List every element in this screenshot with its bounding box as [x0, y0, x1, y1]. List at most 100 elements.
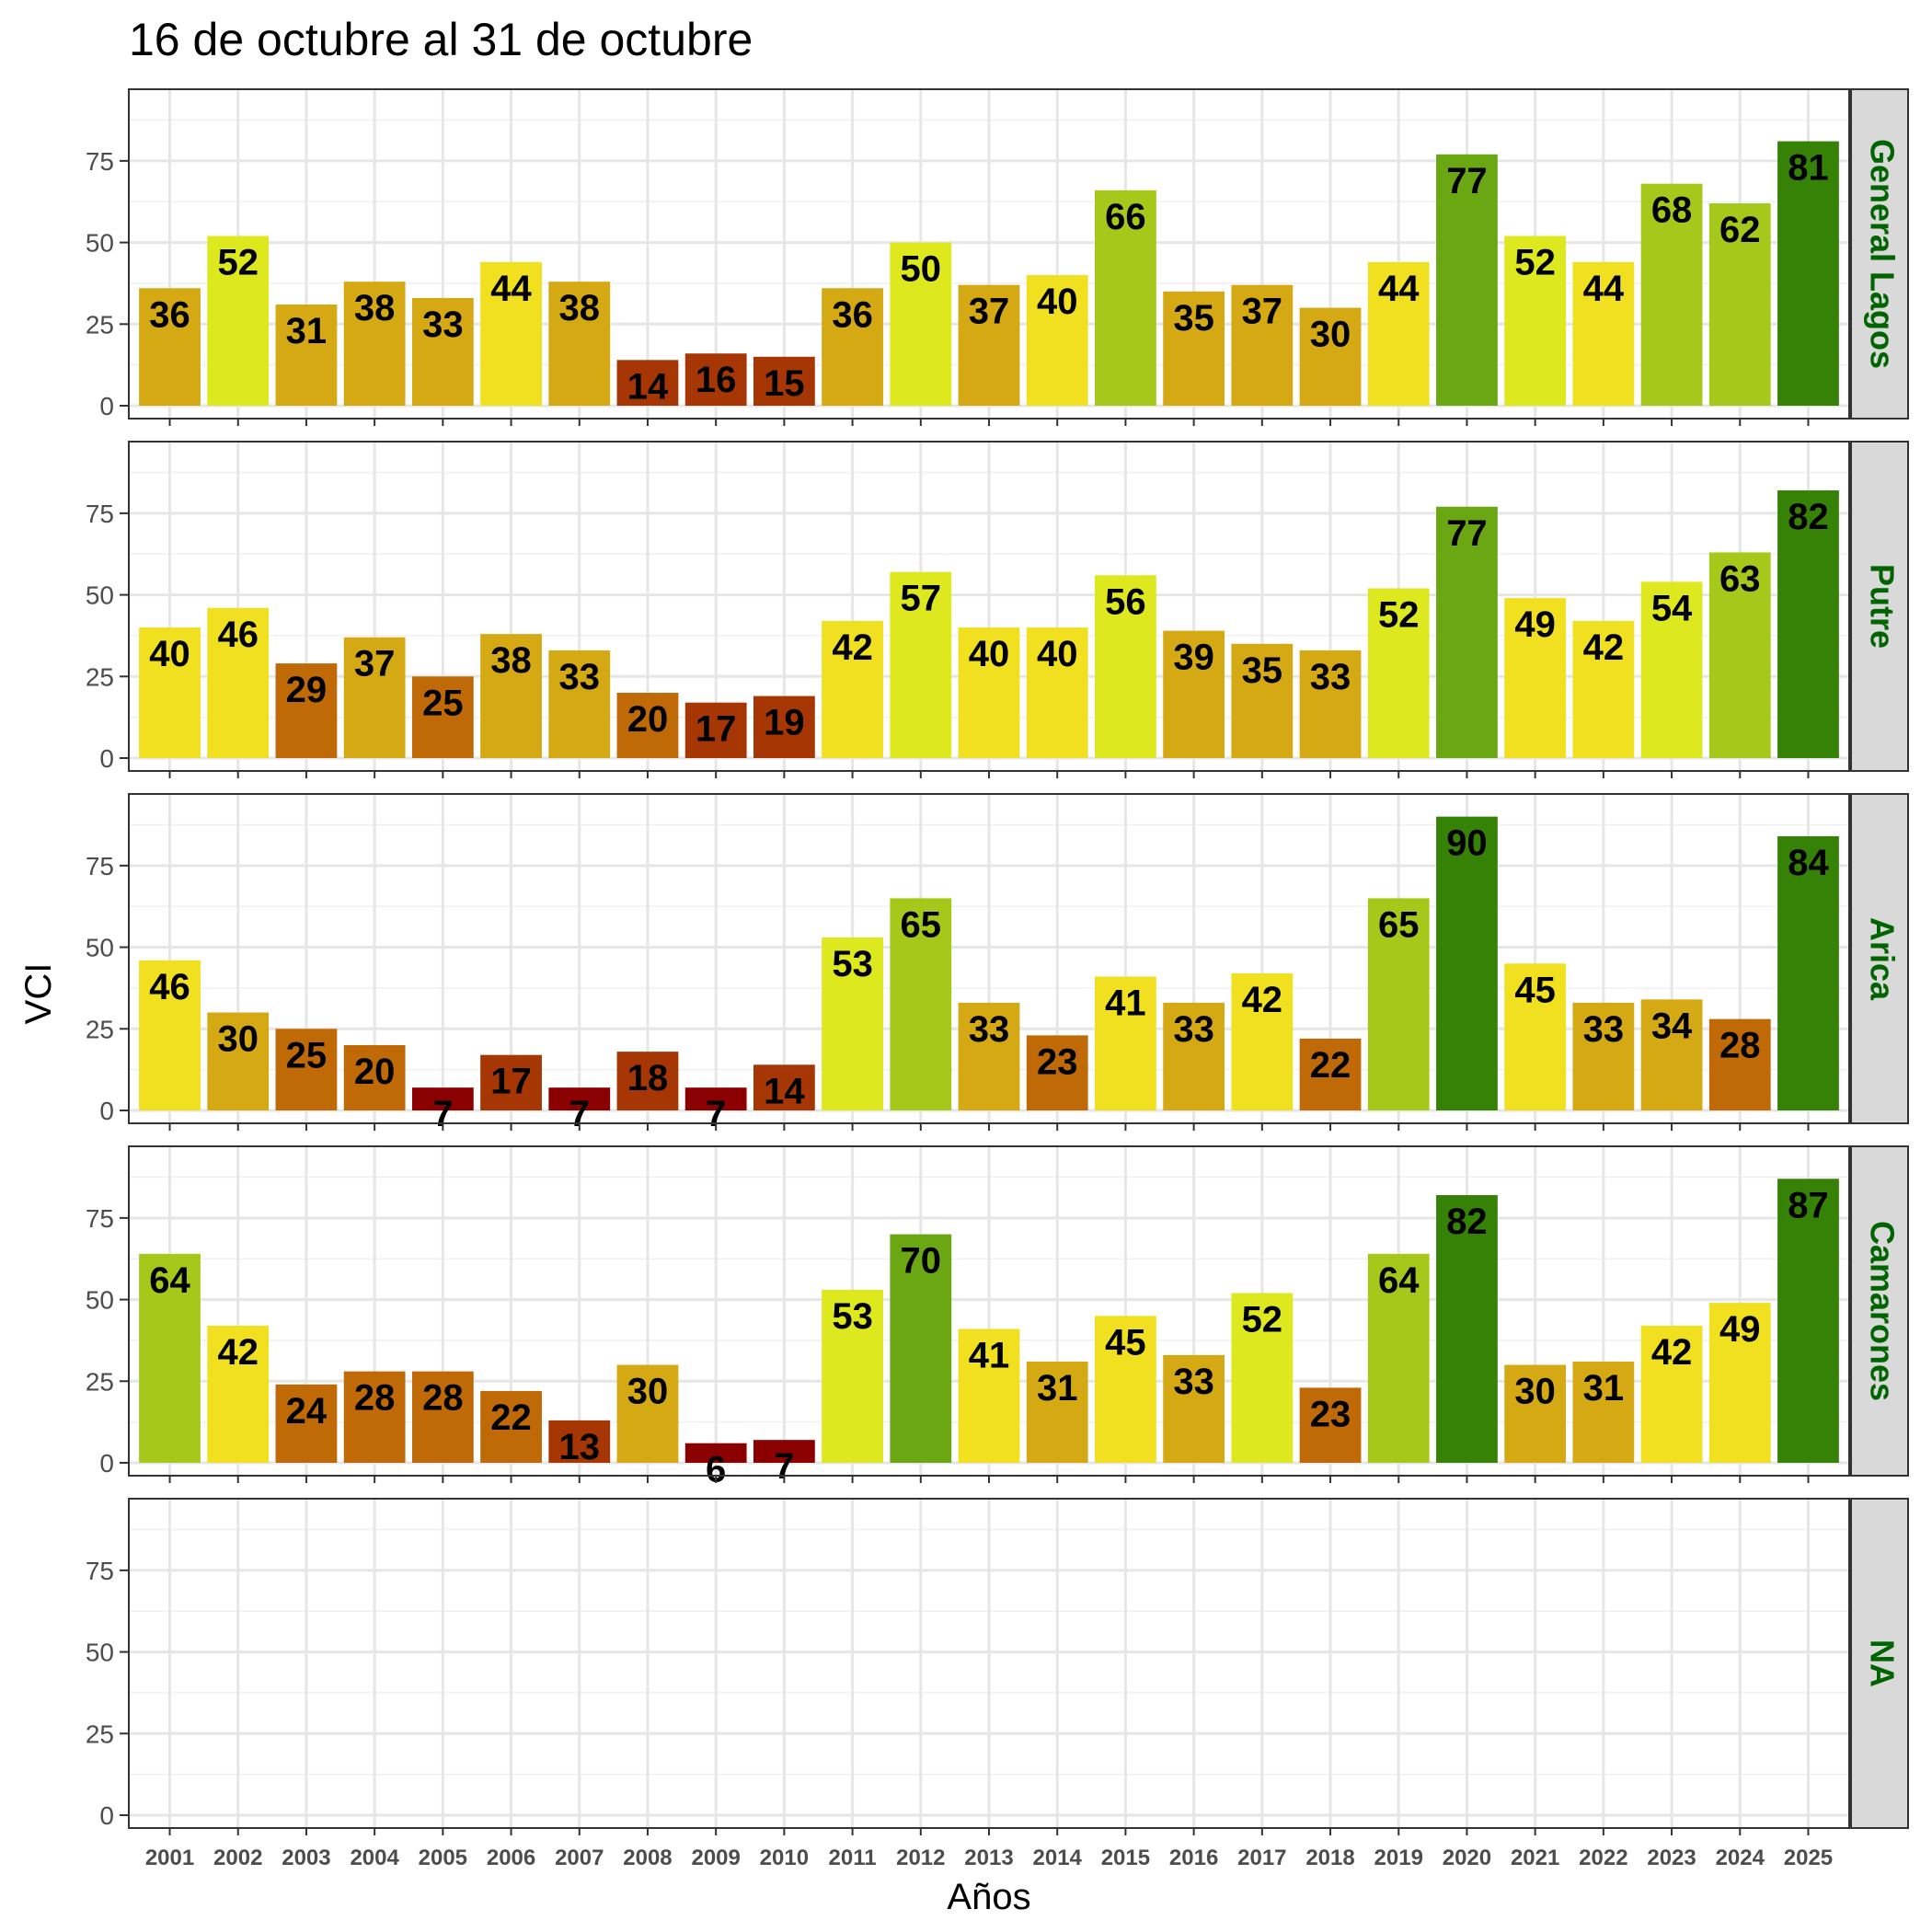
data-label-2019: 44 [1378, 269, 1420, 309]
facet-strip-label: Arica [1863, 917, 1901, 1001]
data-label-2004: 38 [354, 288, 396, 328]
y-tick-label: 75 [86, 147, 114, 176]
panel-camarones: 0 25 50 75 64 42 24 28 28 22 13 30 6 7 53 70 41 31 45 33 52 2… [86, 1145, 1909, 1490]
data-label-2010: 7 [774, 1446, 794, 1487]
y-tick-label: 50 [86, 229, 114, 258]
bar-2013 [958, 627, 1020, 758]
facet-strip [1850, 1145, 1909, 1477]
data-label-2006: 44 [490, 269, 532, 309]
data-label-2018: 33 [1310, 657, 1351, 697]
data-label-2015: 66 [1105, 197, 1146, 237]
data-label-2015: 56 [1105, 581, 1146, 622]
data-label-2020: 77 [1446, 161, 1488, 201]
facet-strip-label: Putre [1863, 564, 1901, 649]
x-tick-label-2005: 2005 [419, 1846, 467, 1870]
bar-2022 [1572, 261, 1635, 406]
data-label-2008: 20 [627, 699, 669, 740]
data-label-2019: 64 [1378, 1260, 1420, 1301]
bar-2008 [616, 693, 679, 758]
bar-2005 [411, 297, 474, 406]
data-label-2023: 34 [1651, 1006, 1693, 1046]
data-label-2017: 52 [1242, 1299, 1283, 1340]
bar-2013 [958, 284, 1020, 406]
y-tick-label: 50 [86, 581, 114, 610]
data-label-2003: 31 [286, 311, 328, 351]
bar-2005 [411, 676, 474, 758]
data-label-2012: 65 [901, 904, 942, 945]
data-label-2006: 17 [490, 1062, 532, 1102]
x-tick-label-2012: 2012 [896, 1846, 945, 1870]
data-label-2002: 30 [217, 1019, 259, 1060]
data-label-2024: 49 [1719, 1309, 1761, 1350]
bar-2024 [1708, 203, 1771, 406]
x-tick-label-2022: 2022 [1579, 1846, 1627, 1870]
bar-2014 [1026, 275, 1088, 406]
data-label-2024: 28 [1719, 1026, 1761, 1066]
bar-2004 [343, 637, 406, 758]
facet-strip-label: Camarones [1863, 1221, 1901, 1401]
data-label-2016: 33 [1173, 1009, 1214, 1050]
y-tick-label: 0 [99, 1449, 114, 1478]
bar-2019 [1367, 261, 1430, 406]
data-label-2022: 42 [1583, 627, 1625, 668]
data-label-2014: 40 [1037, 634, 1078, 674]
bar-2020 [1436, 506, 1498, 758]
data-label-2010: 15 [764, 363, 805, 404]
bar-2021 [1504, 963, 1567, 1110]
data-label-2024: 63 [1719, 558, 1761, 599]
y-tick-label: 75 [86, 852, 114, 880]
bar-2025 [1777, 835, 1839, 1110]
y-tick-label: 25 [86, 310, 114, 339]
data-label-2017: 37 [1242, 292, 1283, 332]
data-label-2005: 33 [422, 305, 464, 345]
data-label-2003: 25 [286, 1035, 328, 1075]
bar-2021 [1504, 236, 1567, 406]
x-tick-label-2016: 2016 [1169, 1846, 1218, 1870]
data-label-2023: 42 [1651, 1332, 1693, 1373]
bar-2023 [1640, 581, 1703, 758]
bar-2013 [958, 1328, 1020, 1463]
data-label-2005: 25 [422, 683, 464, 723]
bar-2005 [411, 1371, 474, 1463]
facet-strip [1850, 88, 1909, 420]
data-label-2016: 33 [1173, 1362, 1214, 1402]
data-label-2013: 41 [969, 1336, 1010, 1376]
bar-2021 [1504, 598, 1567, 758]
facet-strip-label: NA [1863, 1639, 1901, 1687]
bar-2014 [1026, 1035, 1088, 1110]
bar-2012 [890, 571, 952, 758]
data-label-2014: 40 [1037, 282, 1078, 322]
bar-2019 [1367, 898, 1430, 1110]
bar-2001 [139, 288, 201, 406]
bar-2008 [616, 1364, 679, 1463]
bar-2017 [1231, 1293, 1294, 1463]
bar-2011 [822, 937, 883, 1110]
y-tick-label: 50 [86, 934, 114, 962]
data-label-2007: 13 [559, 1427, 601, 1467]
bar-2022 [1572, 620, 1635, 758]
x-tick-label-2011: 2011 [829, 1846, 877, 1870]
x-tick-label-2001: 2001 [145, 1846, 194, 1870]
bar-2011 [822, 620, 883, 758]
data-label-2004: 28 [354, 1378, 396, 1419]
x-tick-label-2007: 2007 [555, 1846, 604, 1870]
data-label-2020: 90 [1446, 823, 1488, 864]
data-label-2003: 24 [286, 1391, 328, 1432]
x-tick-label-2020: 2020 [1443, 1846, 1491, 1870]
facet-strip [1850, 793, 1909, 1124]
bar-2013 [958, 1002, 1020, 1110]
bar-2025 [1777, 141, 1839, 407]
y-tick-label: 75 [86, 500, 114, 528]
bar-2007 [548, 1420, 611, 1463]
y-axis-title: VCI [18, 963, 59, 1025]
bar-2015 [1095, 575, 1156, 758]
bar-2011 [822, 1289, 883, 1463]
x-tick-label-2008: 2008 [623, 1846, 672, 1870]
data-label-2013: 37 [969, 292, 1010, 332]
bar-2003 [275, 1029, 338, 1110]
bar-2024 [1708, 552, 1771, 758]
data-label-2022: 44 [1583, 269, 1625, 309]
bar-2002 [207, 1012, 270, 1110]
bar-2016 [1163, 291, 1225, 406]
